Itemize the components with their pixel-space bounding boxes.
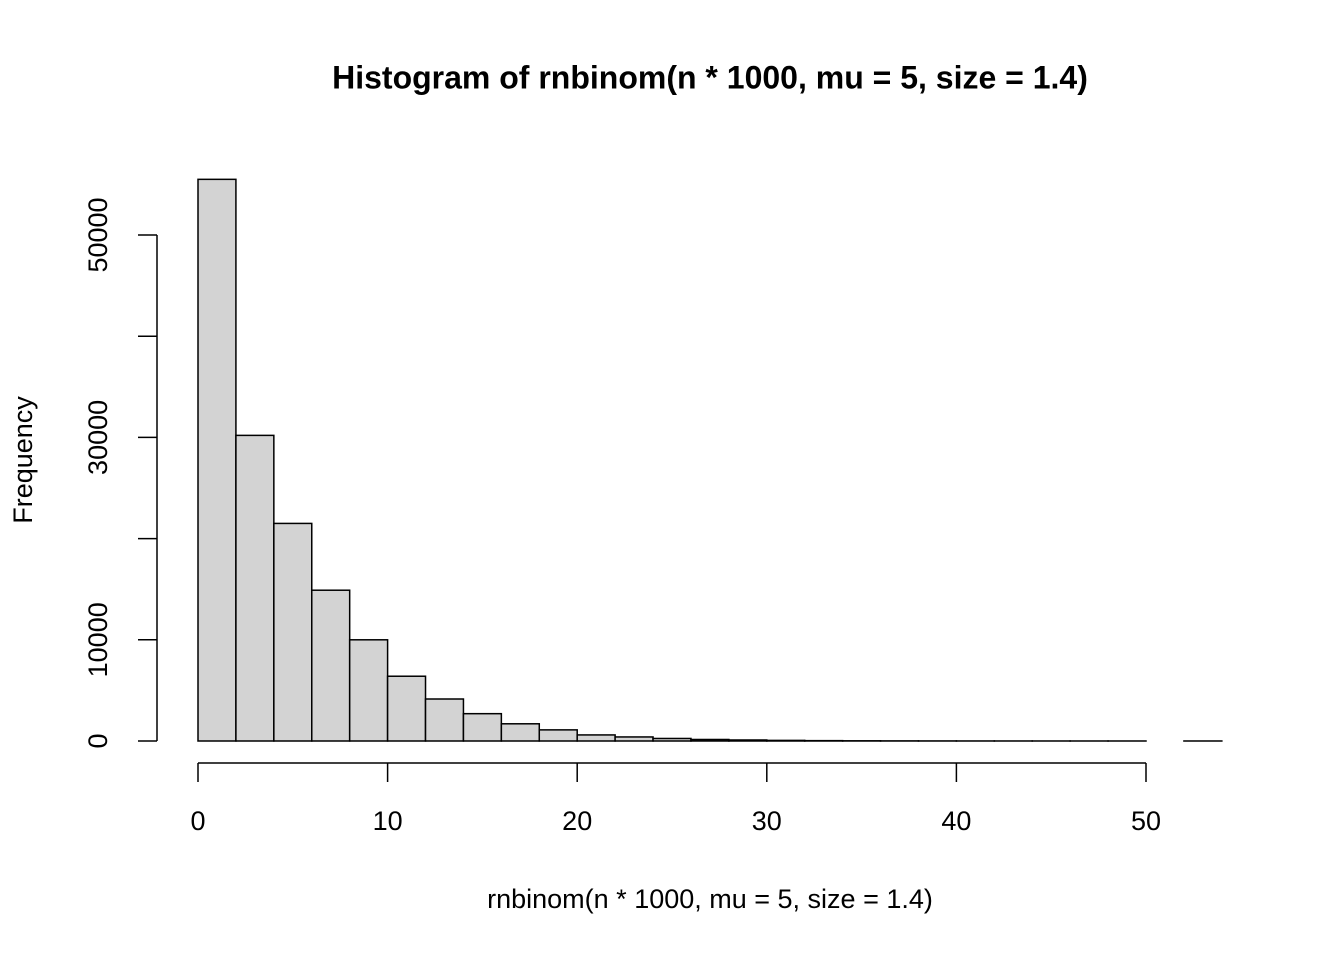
bar xyxy=(311,589,351,742)
bar xyxy=(235,434,275,742)
bar xyxy=(576,734,616,742)
bar xyxy=(348,639,389,742)
x-axis-label: rnbinom(n * 1000, mu = 5, size = 1.4) xyxy=(487,884,933,914)
x-tick-label: 40 xyxy=(941,806,971,836)
y-tick-label: 0 xyxy=(83,733,113,748)
bar xyxy=(538,729,578,742)
bar xyxy=(273,522,313,742)
bar xyxy=(728,739,768,742)
y-axis-label: Frequency xyxy=(8,396,38,524)
y-tick-label: 10000 xyxy=(83,602,113,677)
y-tick-label: 30000 xyxy=(83,400,113,475)
bar xyxy=(424,698,465,742)
chart-title: Histogram of rnbinom(n * 1000, mu = 5, s… xyxy=(332,59,1088,95)
bar xyxy=(197,178,237,742)
bar xyxy=(386,675,427,742)
x-tick-label: 50 xyxy=(1131,806,1161,836)
y-tick-label: 50000 xyxy=(83,197,113,272)
bar xyxy=(500,723,541,742)
x-tick-label: 10 xyxy=(373,806,403,836)
x-tick-label: 30 xyxy=(752,806,782,836)
bar xyxy=(652,737,692,742)
bar xyxy=(614,736,654,742)
bar xyxy=(690,738,730,742)
x-tick-label: 0 xyxy=(190,806,205,836)
x-tick-label: 20 xyxy=(562,806,592,836)
bar xyxy=(462,712,503,742)
bar xyxy=(766,739,806,742)
